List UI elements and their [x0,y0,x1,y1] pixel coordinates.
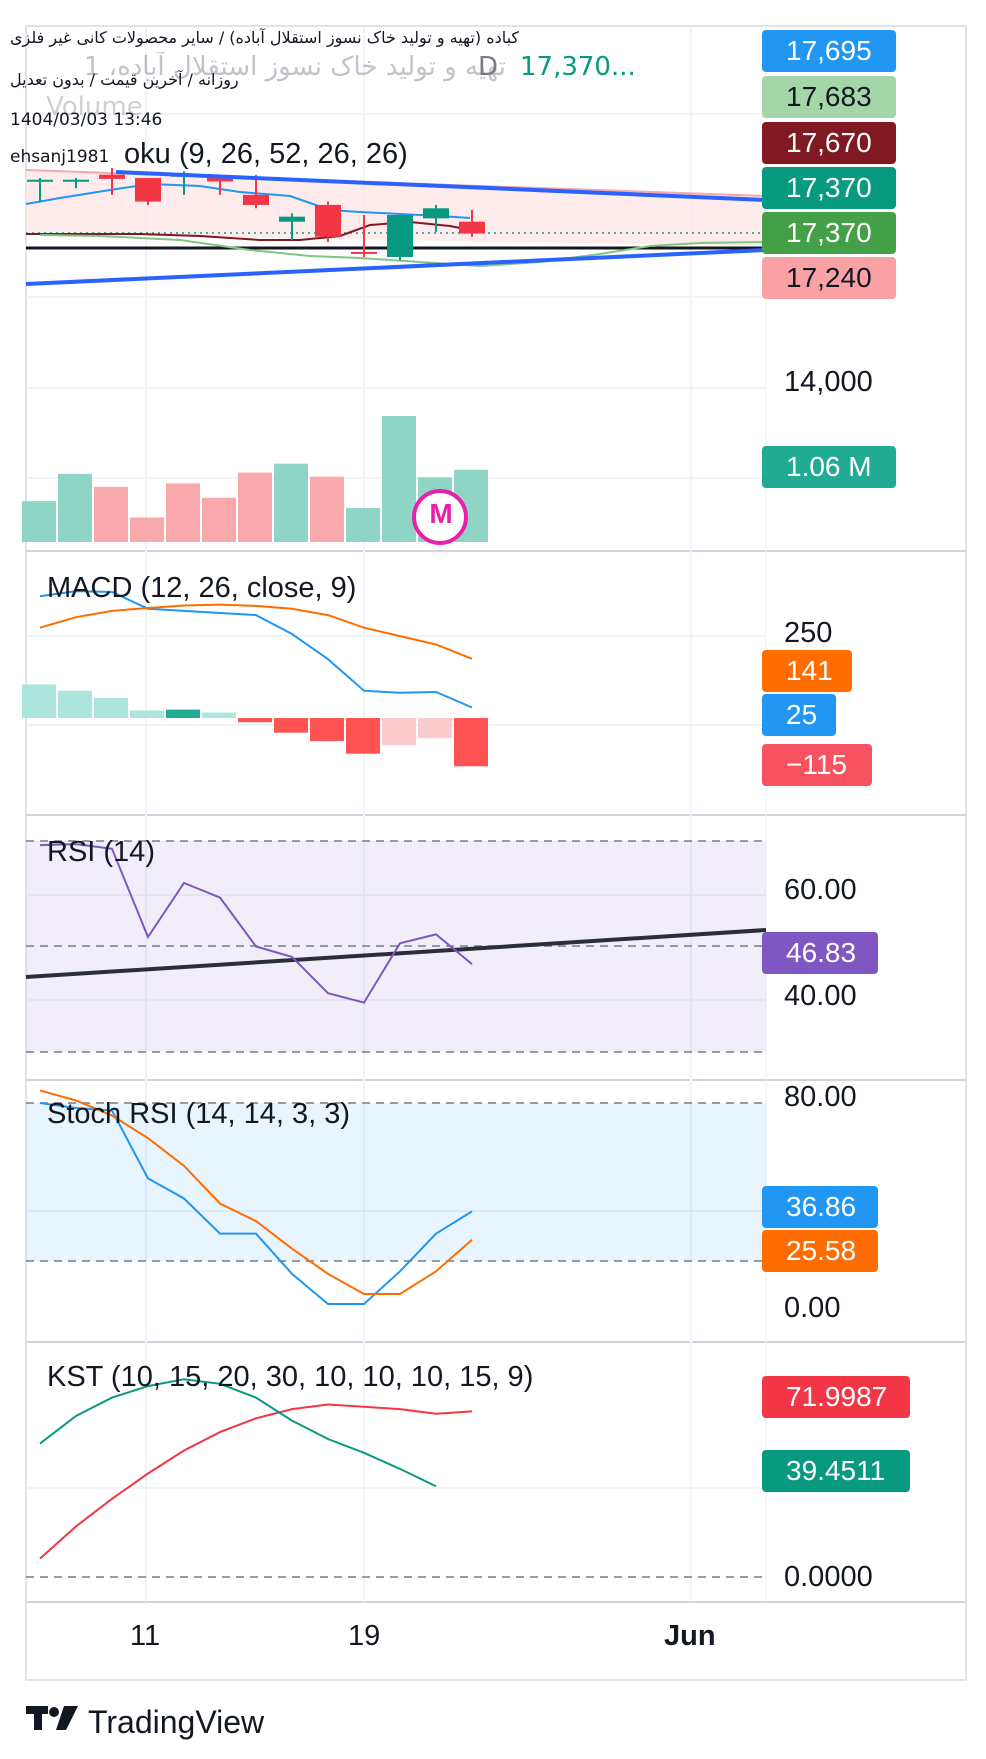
volume-bar [382,416,416,542]
rsi-line [39,843,473,1004]
trendline-lower [25,248,767,286]
macd-line [39,590,473,709]
candle-body [135,178,161,202]
macd-histogram-bar [94,697,128,718]
macd-histogram-badge: −115 [762,744,872,786]
marker-label[interactable]: M [429,498,453,529]
stoch-d-badge: 25.58 [762,1230,878,1272]
candle-body [387,215,413,257]
candle-body [351,251,377,254]
snapshot-timestamp: 1404/03/03 13:46 [10,110,163,130]
volume-bar [346,507,380,542]
macd-histogram-bar [310,718,344,742]
vertical-grid [145,26,692,1602]
macd-histogram-bar [454,718,488,767]
macd-histogram-bar [238,718,272,723]
price-badge: 17,670 [762,122,896,164]
x-label-19: 19 [348,1620,381,1652]
volume-bar [94,486,128,542]
macd-histogram-bar [130,710,164,718]
rsi-tick-60: 60.00 [784,874,857,906]
ichimoku-lagging-span [39,234,767,268]
candle-body [423,208,449,219]
candlestick-series [27,168,485,261]
interval-label: D [478,52,499,82]
tradingview-logo-icon [26,1706,78,1730]
ichimoku-base-line [25,182,471,219]
kst-signal-badge: 39.4511 [762,1450,910,1492]
chart-settings-subline: روزانه / آخرین قیمت / بدون تعدیل [10,70,239,89]
volume-faded-label: Volume [46,92,143,122]
price-badge: 17,695 [762,30,896,72]
kst-line [39,1403,473,1560]
macd-tick-250: 250 [784,617,833,649]
stoch-k-line [39,1102,473,1305]
volume-badge: 1.06 M [762,446,896,488]
macd-histogram-bar [58,690,92,718]
trendline-upper [115,170,767,202]
macd-histogram-bar [382,718,416,746]
author-name: ehsanj1981 [10,147,110,167]
candle-body [315,204,341,237]
volume-bar [166,483,200,542]
candle-body [99,174,125,179]
rsi-title[interactable]: RSI (14) [47,836,155,868]
kst-signal-line [39,1378,437,1488]
rsi-trendline [25,928,767,979]
volume-bar [130,517,164,542]
volume-bar [310,476,344,542]
stoch-band [26,1103,766,1261]
stoch-tick-0: 0.00 [784,1292,841,1324]
volume-bar [274,463,308,542]
macd-histogram-bar [346,718,380,754]
macd-value-badge: 25 [762,694,836,736]
x-label-11: 11 [130,1620,161,1652]
chart-frame [25,25,967,1681]
price-badge: 17,370 [762,212,896,254]
candle-body [63,179,89,182]
last-price-header: 17,370... [520,52,636,82]
kst-title[interactable]: KST (10, 15, 20, 30, 10, 10, 10, 15, 9) [47,1361,534,1393]
kst-tick-0: 0.0000 [784,1561,873,1593]
macd-signal-line [39,603,473,660]
ichimoku-title[interactable]: oku (9, 26, 52, 26, 26) [124,138,408,170]
faded-symbol-title: تهیه و تولید خاک نسوز استقلال آباده، 1 [83,52,506,82]
macd-signal-badge: 141 [762,650,852,692]
macd-histogram-bar [22,684,56,718]
stoch-tick-80: 80.00 [784,1081,857,1113]
candle-body [243,194,269,205]
volume-bar [22,501,56,542]
marker-circle [412,489,468,545]
x-label-jun: Jun [664,1620,716,1652]
stoch-rsi-title[interactable]: Stoch RSI (14, 14, 3, 3) [47,1098,351,1130]
horizontal-grid [26,113,766,1489]
rsi-tick-40: 40.00 [784,980,857,1012]
stoch-k-badge: 36.86 [762,1186,878,1228]
ichimoku-cloud [26,170,766,246]
price-badge: 17,370 [762,167,896,209]
volume-bar [238,472,272,542]
price-badge: 17,240 [762,257,896,299]
tradingview-brand[interactable]: TradingView [88,1704,265,1740]
symbol-description: کباده (تهیه و تولید خاک نسوز استقلال آبا… [10,28,520,47]
macd-title[interactable]: MACD (12, 26, close, 9) [47,572,357,604]
macd-histogram [22,684,488,767]
volume-bar [58,473,92,542]
price-tick-14000: 14,000 [784,366,873,398]
macd-histogram-bar [166,709,200,718]
candle-body [207,178,233,182]
rsi-value-badge: 46.83 [762,932,878,974]
candle-body [27,179,53,182]
candle-body [279,216,305,222]
price-badge: 17,683 [762,76,896,118]
candle-body [459,221,485,234]
ichimoku-conversion-line [26,220,471,241]
macd-histogram-bar [418,718,452,739]
kst-value-badge: 71.9987 [762,1376,910,1418]
stoch-d-line [39,1089,473,1295]
macd-histogram-bar [202,712,236,718]
macd-histogram-bar [274,718,308,733]
volume-bar [202,497,236,542]
